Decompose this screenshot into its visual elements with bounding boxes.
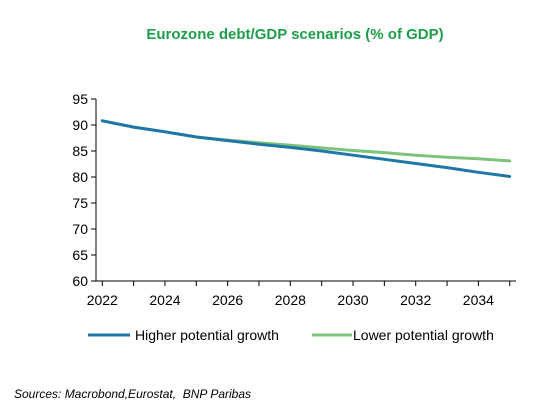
x-tick-label: 2024 [149,292,180,308]
x-tick-label: 2028 [275,292,306,308]
x-tick-label: 2034 [463,292,494,308]
y-tick-label: 95 [72,91,88,107]
y-tick-label: 75 [72,195,88,211]
legend-label: Higher potential growth [135,327,279,343]
x-tick-label: 2026 [212,292,243,308]
chart-title: Eurozone debt/GDP scenarios (% of GDP) [146,26,443,43]
y-tick-label: 85 [72,143,88,159]
x-tick-label: 2030 [337,292,368,308]
y-tick-label: 80 [72,169,88,185]
series-line-lower-growth [100,119,512,163]
source-note: Sources: Macrobond,Eurostat, BNP Paribas [14,387,251,401]
chart: Eurozone debt/GDP scenarios (% of GDP) 9… [72,26,516,343]
x-tick-label: 2022 [87,292,118,308]
y-tick-label: 60 [72,273,88,289]
legend-label: Lower potential growth [353,327,494,343]
x-tick-label: 2032 [400,292,431,308]
series-lines [100,119,512,178]
y-tick-label: 65 [72,247,88,263]
series-line-higher-growth [100,119,512,178]
axes: 95 90 85 80 75 70 65 60 2022 2024 2026 2028 2030 2032… [72,91,516,308]
y-tick-label: 70 [72,221,88,237]
legend: Higher potential growth Lower potential g… [88,327,494,343]
y-tick-label: 90 [72,117,88,133]
